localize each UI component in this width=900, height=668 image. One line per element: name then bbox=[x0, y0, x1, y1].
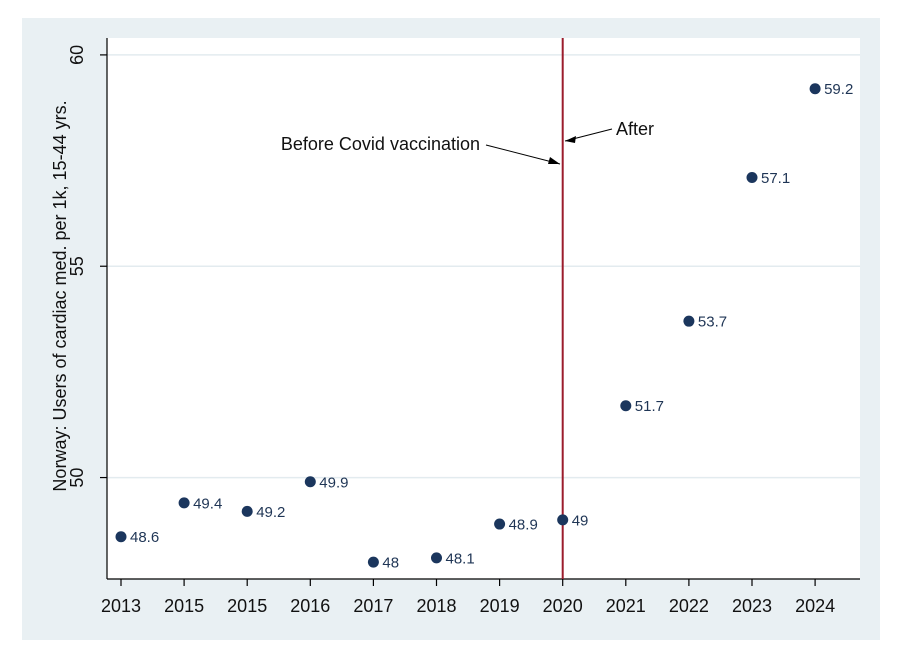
data-label: 49 bbox=[572, 512, 589, 529]
after-arrowhead bbox=[565, 136, 576, 143]
data-label: 48.1 bbox=[446, 550, 475, 567]
data-point bbox=[178, 497, 190, 509]
data-labels: 48.6 49.4 49.2 49.9 48 48.1 48.9 49 51.7 53.7 57.1… bbox=[130, 81, 853, 571]
data-label: 57.1 bbox=[761, 170, 790, 187]
data-label: 48.9 bbox=[509, 517, 538, 534]
data-point bbox=[746, 171, 758, 183]
before-arrowhead bbox=[548, 157, 560, 164]
x-tick-label: 2022 bbox=[669, 596, 709, 616]
data-point bbox=[494, 518, 506, 530]
data-point bbox=[115, 531, 127, 543]
y-tick-label: 55 bbox=[67, 256, 87, 276]
data-label: 49.4 bbox=[193, 495, 222, 512]
data-point bbox=[683, 315, 695, 327]
data-point bbox=[620, 400, 632, 412]
data-label: 51.7 bbox=[635, 398, 664, 415]
before-arrow bbox=[485, 144, 561, 165]
data-label: 48 bbox=[382, 555, 399, 572]
data-point bbox=[367, 556, 379, 568]
data-point bbox=[304, 476, 316, 488]
data-point bbox=[431, 552, 442, 564]
x-tick-label: 2024 bbox=[795, 596, 835, 616]
x-tick-label: 2015 bbox=[227, 596, 267, 616]
x-tick-label: 2015 bbox=[164, 596, 204, 616]
annotations: Before Covid vaccination After bbox=[281, 119, 654, 165]
x-tick-label: 2017 bbox=[353, 596, 393, 616]
grid-lines bbox=[107, 54, 860, 479]
data-label: 49.2 bbox=[256, 504, 285, 521]
x-tick-label: 2019 bbox=[480, 596, 520, 616]
data-label: 49.9 bbox=[319, 474, 348, 491]
data-point bbox=[241, 505, 253, 517]
data-label: 59.2 bbox=[824, 81, 853, 98]
x-tick-label: 2020 bbox=[543, 596, 583, 616]
y-axis-ticks: 50 55 60 bbox=[67, 45, 107, 488]
x-tick-label: 2021 bbox=[606, 596, 646, 616]
before-annotation: Before Covid vaccination bbox=[281, 134, 480, 154]
x-tick-label: 2016 bbox=[290, 596, 330, 616]
x-tick-label: 2013 bbox=[101, 596, 141, 616]
after-annotation: After bbox=[616, 119, 654, 139]
x-tick-label: 2023 bbox=[732, 596, 772, 616]
y-axis-label: Norway: Users of cardiac med. per 1k, 15… bbox=[50, 100, 70, 491]
y-tick-label: 50 bbox=[67, 468, 87, 488]
plot-area bbox=[107, 38, 860, 579]
y-tick-label: 60 bbox=[67, 45, 87, 65]
x-tick-label: 2018 bbox=[416, 596, 456, 616]
data-points bbox=[115, 83, 821, 568]
data-point bbox=[557, 514, 569, 526]
data-label: 48.6 bbox=[130, 529, 159, 546]
data-label: 53.7 bbox=[698, 314, 727, 331]
data-point bbox=[809, 83, 821, 95]
x-axis-ticks: 2013 2015 2015 2016 2017 2018 2019 2020 2021 2022… bbox=[101, 579, 835, 616]
